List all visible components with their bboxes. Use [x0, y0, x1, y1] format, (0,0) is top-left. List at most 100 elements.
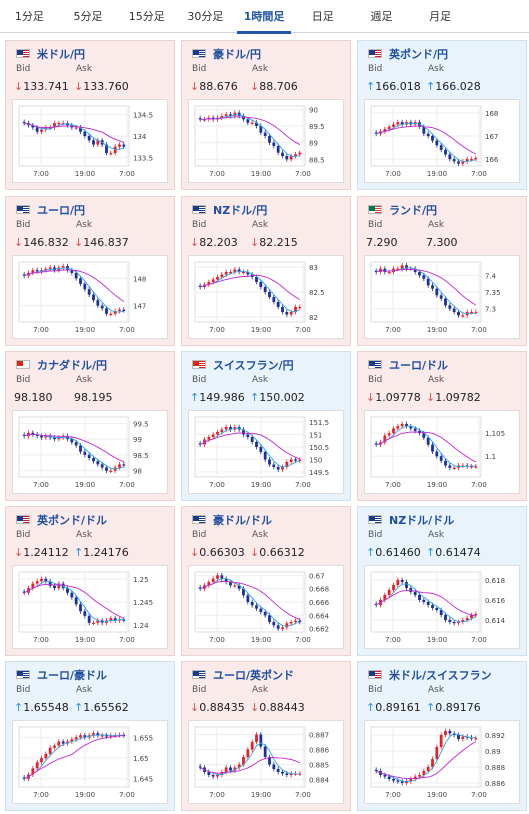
pair-name-link[interactable]: NZドル/ドル — [389, 513, 455, 527]
rate-card[interactable]: ユーロ/ドル Bid Ask ↓1.09778 ↓1.09782 1.105 1.1 7:00… — [357, 351, 527, 501]
y-tick-label: 7.35 — [485, 289, 501, 297]
candle-body — [44, 435, 48, 438]
mini-chart[interactable]: 0.67 0.668 0.666 0.664 0.662 7:00 19:00 7:00 — [188, 565, 344, 649]
tab-timeframe-5[interactable]: 日足 — [311, 10, 334, 23]
rate-card[interactable]: 英ポンド/ドル Bid Ask ↓1.24112 ↑1.24176 1.25 1.245 1.… — [5, 506, 175, 656]
pair-name-link[interactable]: 英ポンド/円 — [389, 47, 449, 61]
pair-name-link[interactable]: NZドル/円 — [213, 203, 268, 217]
rate-card[interactable]: ユーロ/豪ドル Bid Ask ↑1.65548 ↑1.65562 1.655 1.65 1.… — [5, 661, 175, 811]
rate-card[interactable]: ユーロ/英ポンド Bid Ask ↓0.88435 ↓0.88443 0.887 0.886… — [181, 661, 351, 811]
rate-card[interactable]: ランド/円 Bid Ask 7.290 7.300 7.4 7.35 7.3 7:00 19:00… — [357, 196, 527, 346]
pair-name-link[interactable]: ユーロ/ドル — [389, 358, 449, 372]
rate-card[interactable]: 豪ドル/円 Bid Ask ↓88.676 ↓88.706 90 89.5 89 88.5 7:0… — [181, 40, 351, 190]
tab-timeframe-0[interactable]: 1分足 — [14, 10, 44, 23]
bid-value-text: 88.676 — [199, 80, 238, 93]
pair-name-link[interactable]: ユーロ/円 — [37, 203, 86, 217]
pair-header: 英ポンド/ドル — [16, 513, 108, 527]
candle-body — [276, 146, 280, 153]
tab-timeframe-2[interactable]: 15分足 — [128, 10, 165, 23]
flag-icon — [192, 360, 206, 369]
pair-header: ユーロ/ドル — [368, 358, 449, 372]
arrow-down-icon: ↓ — [190, 546, 200, 559]
candle-body — [285, 623, 289, 628]
rate-card[interactable]: NZドル/ドル Bid Ask ↑0.61460 ↑0.61474 0.618 0.616 0… — [357, 506, 527, 656]
pair-name-link[interactable]: 米ドル/スイスフラン — [389, 668, 492, 682]
candle-body — [224, 272, 228, 275]
tab-timeframe-1[interactable]: 5分足 — [73, 10, 103, 23]
mini-chart[interactable]: 99.5 99 98.5 98 7:00 19:00 7:00 — [12, 410, 168, 494]
candle-body — [289, 156, 293, 160]
x-tick-label: 7:00 — [33, 791, 49, 799]
rate-card[interactable]: 米ドル/スイスフラン Bid Ask ↑0.89161 ↑0.89176 0.892 0.8… — [357, 661, 527, 811]
candle-body — [426, 278, 430, 286]
candle-body — [413, 428, 417, 431]
rate-card[interactable]: スイスフラン/円 Bid Ask ↑149.986 ↑150.002 151.5 151 15… — [181, 351, 351, 501]
pair-name-link[interactable]: ランド/円 — [389, 203, 438, 217]
pair-name-link[interactable]: 豪ドル/ドル — [213, 513, 273, 527]
y-tick-label: 134 — [133, 133, 147, 141]
candle-body — [298, 620, 302, 622]
x-tick-label: 7:00 — [209, 636, 225, 644]
rate-card[interactable]: ユーロ/円 Bid Ask ↓146.832 ↓146.837 148 147 7:00 19:… — [5, 196, 175, 346]
candle-body — [374, 132, 378, 134]
mini-chart[interactable]: 0.892 0.89 0.888 0.886 7:00 19:00 7:00 — [364, 720, 520, 804]
candle-body — [83, 735, 87, 738]
arrow-down-icon: ↓ — [426, 391, 436, 404]
mini-chart[interactable]: 1.655 1.65 1.645 7:00 19:00 7:00 — [12, 720, 168, 804]
mini-chart[interactable]: 1.25 1.245 1.24 7:00 19:00 7:00 — [12, 565, 168, 649]
y-tick-label: 0.886 — [485, 780, 506, 788]
ask-value-text: 133.760 — [83, 80, 129, 93]
tab-timeframe-7[interactable]: 月足 — [429, 10, 452, 23]
tab-timeframe-4[interactable]: 1時間足 — [235, 0, 294, 34]
x-tick-label: 7:00 — [209, 326, 225, 334]
candle-body — [268, 615, 271, 622]
candle-body — [374, 270, 378, 272]
pair-name-link[interactable]: 豪ドル/円 — [213, 47, 262, 61]
candle-body — [431, 444, 434, 452]
mini-chart[interactable]: 83 82.5 82 7:00 19:00 7:00 — [188, 255, 344, 339]
mini-chart[interactable]: 0.618 0.616 0.614 7:00 19:00 7:00 — [364, 565, 520, 649]
arrow-up-icon: ↑ — [74, 701, 84, 714]
pair-name-link[interactable]: ユーロ/英ポンド — [213, 668, 295, 682]
candle-body — [118, 144, 121, 147]
plot-frame — [194, 105, 306, 167]
pair-name-link[interactable]: ユーロ/豪ドル — [37, 668, 108, 682]
rate-card[interactable]: 英ポンド/円 Bid Ask ↑166.018 ↑166.028 168 167 166 7:0… — [357, 40, 527, 190]
pair-name-link[interactable]: カナダドル/円 — [37, 358, 108, 372]
rate-card[interactable]: カナダドル/円 Bid Ask 98.180 98.195 99.5 99 98.5 98 7:0… — [5, 351, 175, 501]
candle-body — [474, 312, 478, 314]
bid-value: ↑166.018 — [366, 80, 421, 93]
bid-value: ↓1.24112 — [14, 546, 69, 559]
candle-body — [53, 123, 56, 128]
mini-chart[interactable]: 90 89.5 89 88.5 7:00 19:00 7:00 — [188, 99, 344, 183]
rate-card[interactable]: 豪ドル/ドル Bid Ask ↓0.66303 ↓0.66312 0.67 0.668 0.6… — [181, 506, 351, 656]
candle-body — [105, 467, 108, 471]
rate-card[interactable]: 米ドル/円 Bid Ask ↓133.741 ↓133.760 134.5 134 133.5… — [5, 40, 175, 190]
ask-label: Ask — [252, 530, 269, 540]
mini-chart[interactable]: 148 147 7:00 19:00 7:00 — [12, 255, 168, 339]
candle-body — [74, 272, 78, 279]
mini-chart[interactable]: 1.105 1.1 7:00 19:00 7:00 — [364, 410, 520, 494]
candle-body — [392, 428, 395, 434]
candlestick-chart: 1.655 1.65 1.645 7:00 19:00 7:00 — [18, 726, 153, 799]
y-tick-label: 89 — [309, 140, 318, 148]
bid-label: Bid — [16, 220, 31, 230]
y-tick-label: 99.5 — [133, 420, 149, 428]
rate-card[interactable]: NZドル/円 Bid Ask ↓82.203 ↓82.215 83 82.5 82 7:00 19… — [181, 196, 351, 346]
mini-chart[interactable]: 134.5 134 133.5 7:00 19:00 7:00 — [12, 99, 168, 183]
x-tick-label: 7:00 — [385, 170, 401, 178]
pair-name-link[interactable]: 米ドル/円 — [37, 47, 86, 61]
mini-chart[interactable]: 151.5 151 150.5 150 149.5 7:00 19:00 7:00 — [188, 410, 344, 494]
tab-timeframe-6[interactable]: 週足 — [370, 10, 393, 23]
tab-timeframe-3[interactable]: 30分足 — [187, 10, 224, 23]
pair-name-link[interactable]: スイスフラン/円 — [213, 358, 294, 372]
arrow-up-icon: ↑ — [366, 80, 376, 93]
y-tick-label: 88.5 — [309, 156, 325, 164]
mini-chart[interactable]: 168 167 166 7:00 19:00 7:00 — [364, 99, 520, 183]
x-tick-label: 7:00 — [471, 326, 487, 334]
pair-name-link[interactable]: 英ポンド/ドル — [37, 513, 108, 527]
mini-chart[interactable]: 0.887 0.886 0.885 0.884 7:00 19:00 7:00 — [188, 720, 344, 804]
candle-body — [237, 585, 241, 589]
mini-chart[interactable]: 7.4 7.35 7.3 7:00 19:00 7:00 — [364, 255, 520, 339]
arrow-up-icon: ↑ — [74, 546, 84, 559]
